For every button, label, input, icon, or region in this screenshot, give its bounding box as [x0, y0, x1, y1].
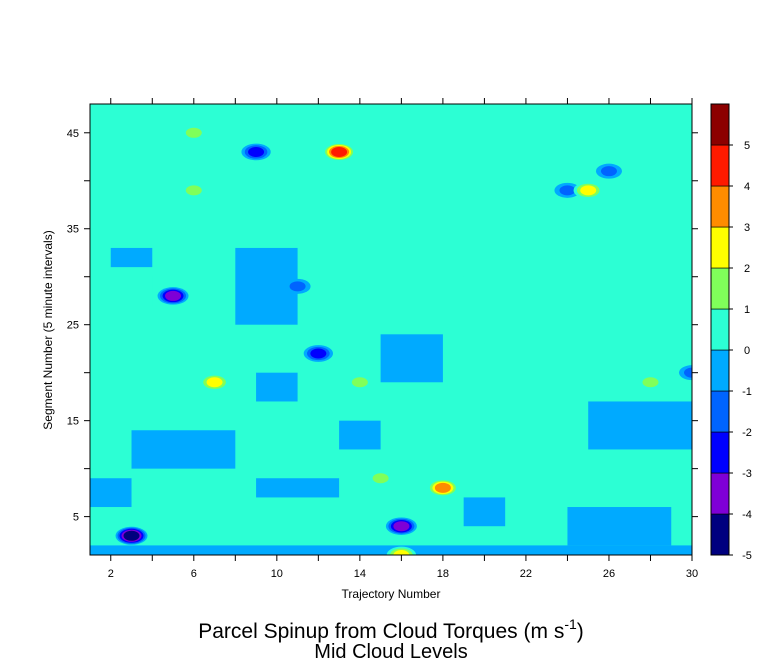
colorbar-label: -2: [742, 427, 752, 439]
colorbar-label: -5: [742, 550, 752, 562]
contour-feature: [331, 146, 348, 157]
contour-feature: [642, 377, 659, 388]
contour-feature: [393, 550, 410, 555]
y-tick-label: 45: [67, 128, 79, 140]
contour-regions: [90, 104, 692, 555]
contour-region: [173, 104, 423, 143]
contour-feature: [393, 521, 410, 532]
colorbar-label: -4: [742, 509, 752, 521]
colorbar-swatch: [710, 472, 730, 515]
colorbar-frame: [710, 103, 730, 556]
colorbar-swatch: [710, 226, 730, 269]
x-tick-label: 10: [271, 568, 283, 580]
x-tick-label: 18: [437, 568, 449, 580]
colorbar-swatch: [710, 513, 730, 556]
contour-region: [131, 430, 236, 469]
contour-region: [90, 478, 132, 508]
contour-feature: [289, 281, 306, 292]
contour-region: [484, 228, 692, 344]
colorbar-label: -3: [742, 468, 752, 480]
contour-feature: [248, 146, 265, 157]
plot-area: [90, 104, 692, 555]
contour-region: [567, 507, 672, 546]
x-axis-label: Trajectory Number: [342, 587, 441, 601]
contour-region: [110, 247, 153, 268]
plot-frame: [89, 103, 693, 556]
contour-region: [256, 372, 298, 402]
chart-title-suffix: ): [577, 620, 584, 643]
contour-region: [359, 171, 464, 277]
colorbar-label: 3: [744, 222, 750, 234]
contour-feature: [123, 530, 140, 541]
chart-title-superscript: -1: [564, 616, 577, 632]
contour-feature: [185, 185, 202, 196]
colorbar-swatch: [710, 349, 730, 392]
colorbar-swatch: [710, 185, 730, 228]
colorbar-swatch: [710, 267, 730, 310]
contour-region: [90, 276, 153, 344]
contour-feature: [600, 166, 617, 177]
colorbar-swatch: [710, 308, 730, 351]
y-tick-label: 15: [67, 416, 79, 428]
y-axis-label: Segment Number (5 minute intervals): [41, 230, 55, 429]
x-tick-label: 30: [686, 568, 698, 580]
contour-feature: [684, 367, 692, 378]
contour-feature: [372, 473, 389, 484]
x-tick-label: 26: [603, 568, 615, 580]
contour-feature: [559, 185, 576, 196]
colorbar-label: 5: [744, 140, 750, 152]
contour-region: [339, 420, 381, 450]
y-tick-label: 35: [67, 224, 79, 236]
contour-feature: [434, 482, 451, 493]
colorbar-swatch: [710, 144, 730, 187]
colorbar-label: 2: [744, 263, 750, 275]
contour-feature: [165, 290, 182, 301]
y-tick-label: 5: [73, 512, 79, 524]
contour-region: [256, 478, 340, 498]
contour-features: [115, 125, 692, 555]
contour-region: [380, 334, 443, 383]
x-axis: 2 6 10 14 18 22 26 30: [108, 98, 698, 580]
x-tick-label: 22: [520, 568, 532, 580]
y-axis: 5 15 25 35 45: [67, 128, 698, 524]
contour-region: [90, 171, 132, 220]
contour-region: [214, 171, 277, 239]
colorbar-swatch: [710, 390, 730, 433]
x-tick-label: 6: [191, 568, 197, 580]
colorbar: -5 -4 -3 -2 -1 0 1 2 3 4 5: [710, 103, 752, 562]
contour-region: [588, 401, 692, 450]
colorbar-swatch: [710, 103, 730, 146]
contour-feature: [206, 377, 223, 388]
colorbar-label: 4: [744, 181, 750, 193]
chart-subtitle: Mid Cloud Levels: [314, 641, 467, 662]
contour-feature: [310, 348, 327, 359]
colorbar-label: 0: [744, 345, 750, 357]
chart-title: Parcel Spinup from Cloud Torques (m s-1): [198, 616, 584, 643]
x-tick-label: 2: [108, 568, 114, 580]
colorbar-label: -1: [742, 386, 752, 398]
contour-region: [463, 497, 506, 527]
colorbar-swatch: [710, 431, 730, 474]
x-tick-label: 14: [354, 568, 366, 580]
contour-feature: [185, 127, 202, 138]
contour-feature: [580, 185, 597, 196]
colorbar-label: 1: [744, 304, 750, 316]
contour-feature: [351, 377, 368, 388]
y-tick-label: 25: [67, 320, 79, 332]
